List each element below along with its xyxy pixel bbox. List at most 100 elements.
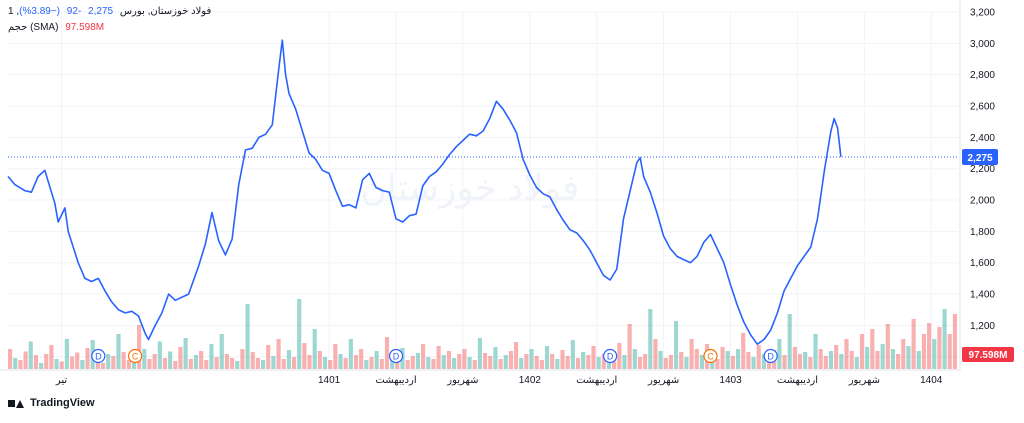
volume-bar — [384, 337, 390, 369]
price-tick-label: 2,600 — [970, 102, 995, 113]
event-marker-circle — [603, 348, 618, 364]
volume-bar — [69, 356, 75, 369]
volume-bar — [818, 349, 823, 369]
price-tick-label: 1,400 — [970, 290, 995, 301]
volume-bar — [575, 358, 581, 369]
volume-bar — [260, 360, 266, 369]
volume-bar — [606, 359, 612, 369]
volume-bar — [493, 347, 498, 369]
volume-bar — [38, 363, 44, 369]
volume-bar — [173, 361, 178, 369]
volume-bar — [823, 356, 828, 369]
legend-row-main: 1 ,فولاد خوزستان, بورس 2,275 -92 (−3.89%… — [8, 6, 215, 17]
volume-bar — [44, 354, 49, 369]
volume-bar — [839, 354, 844, 369]
time-axis[interactable]: تیر 1401 اردیبهشت شهریور 1402 اردیبهشت شهریور 1… — [0, 369, 960, 386]
volume-bar — [921, 334, 927, 369]
volume-bar — [890, 349, 896, 369]
volume-bar — [245, 304, 250, 369]
event-marker-circle — [91, 348, 106, 364]
volume-bar — [534, 356, 539, 369]
volume-bar — [859, 334, 865, 369]
volume-bar — [741, 333, 746, 369]
price-tick-label: 1,800 — [970, 227, 995, 238]
volume-bar — [488, 356, 493, 369]
volume-bar — [916, 351, 921, 369]
price-tick-label: 3,200 — [970, 8, 995, 19]
volume-bar — [54, 359, 59, 369]
volume-bar — [932, 339, 937, 369]
volume-bar — [498, 359, 503, 369]
volume-bar — [421, 344, 426, 369]
volume-bar — [85, 348, 90, 369]
volume-bar — [49, 345, 54, 369]
volume-bar — [942, 309, 947, 369]
volume-bar — [581, 352, 586, 369]
volume-bar — [483, 353, 488, 369]
event-marker[interactable]: C — [703, 348, 718, 364]
event-marker[interactable]: D — [763, 348, 778, 364]
volume-bar — [854, 357, 859, 369]
legend-volume-label[interactable]: حجم (SMA) — [8, 22, 59, 33]
price-tick-label: 2,200 — [970, 164, 995, 175]
volume-bar — [415, 353, 421, 369]
volume-bar — [162, 358, 168, 369]
time-tick-label: 1404 — [920, 375, 943, 386]
volume-bar — [353, 355, 359, 369]
volume-bar — [100, 363, 106, 369]
event-marker[interactable]: D — [91, 348, 106, 364]
event-marker-label: D — [767, 352, 774, 362]
legend-symbol[interactable]: 1 ,فولاد خوزستان, بورس — [8, 6, 212, 17]
tradingview-logo[interactable]: TradingView — [8, 397, 95, 409]
volume-bar — [477, 338, 482, 369]
volume-bar — [565, 356, 570, 369]
time-tick-label: شهریور — [647, 375, 679, 386]
volume-bar — [756, 345, 761, 369]
volume-bar — [271, 356, 276, 369]
volume-bar — [13, 358, 18, 369]
volume-bar — [735, 349, 741, 369]
volume-bar — [539, 360, 544, 369]
volume-bar — [80, 360, 85, 369]
volume-bar — [617, 343, 622, 369]
time-tick-label: شهریور — [446, 375, 478, 386]
volume-bar — [307, 355, 312, 369]
volume-bar — [544, 346, 550, 369]
volume-bar — [591, 346, 596, 369]
event-marker[interactable]: C — [128, 348, 143, 364]
volume-bar — [266, 345, 271, 369]
volume-bar — [797, 354, 803, 369]
time-tick-label: 1403 — [719, 375, 742, 386]
event-marker[interactable]: D — [388, 348, 404, 364]
volume-bar — [364, 360, 369, 369]
volume-bar — [679, 352, 684, 369]
volume-bar — [813, 334, 818, 369]
event-marker-label: C — [132, 352, 139, 362]
legend-change: -92 — [66, 6, 82, 17]
price-tick-label: 3,000 — [970, 39, 995, 50]
volume-bar — [193, 355, 199, 369]
price-tick-label: 2,800 — [970, 70, 995, 81]
volume-bar — [147, 359, 152, 369]
time-tick-label: اردیبهشت — [576, 375, 617, 386]
volume-bar — [844, 339, 849, 369]
volume-bar — [787, 314, 792, 369]
volume-bar — [720, 347, 725, 369]
volume-bar — [348, 339, 353, 369]
volume-bar — [792, 347, 797, 369]
volume-bar — [121, 352, 126, 369]
volume-bar — [684, 357, 689, 369]
volume-bar — [426, 357, 431, 369]
volume-bar — [322, 357, 328, 369]
volume-bar — [777, 339, 782, 369]
volume-bar — [328, 360, 333, 369]
legend-row-volume: حجم (SMA) 97.598M — [8, 22, 108, 33]
event-marker[interactable]: D — [603, 348, 618, 364]
volume-bar — [230, 358, 235, 369]
volume-bar — [219, 334, 224, 369]
current-price-badge-label: 2,275 — [967, 153, 992, 164]
